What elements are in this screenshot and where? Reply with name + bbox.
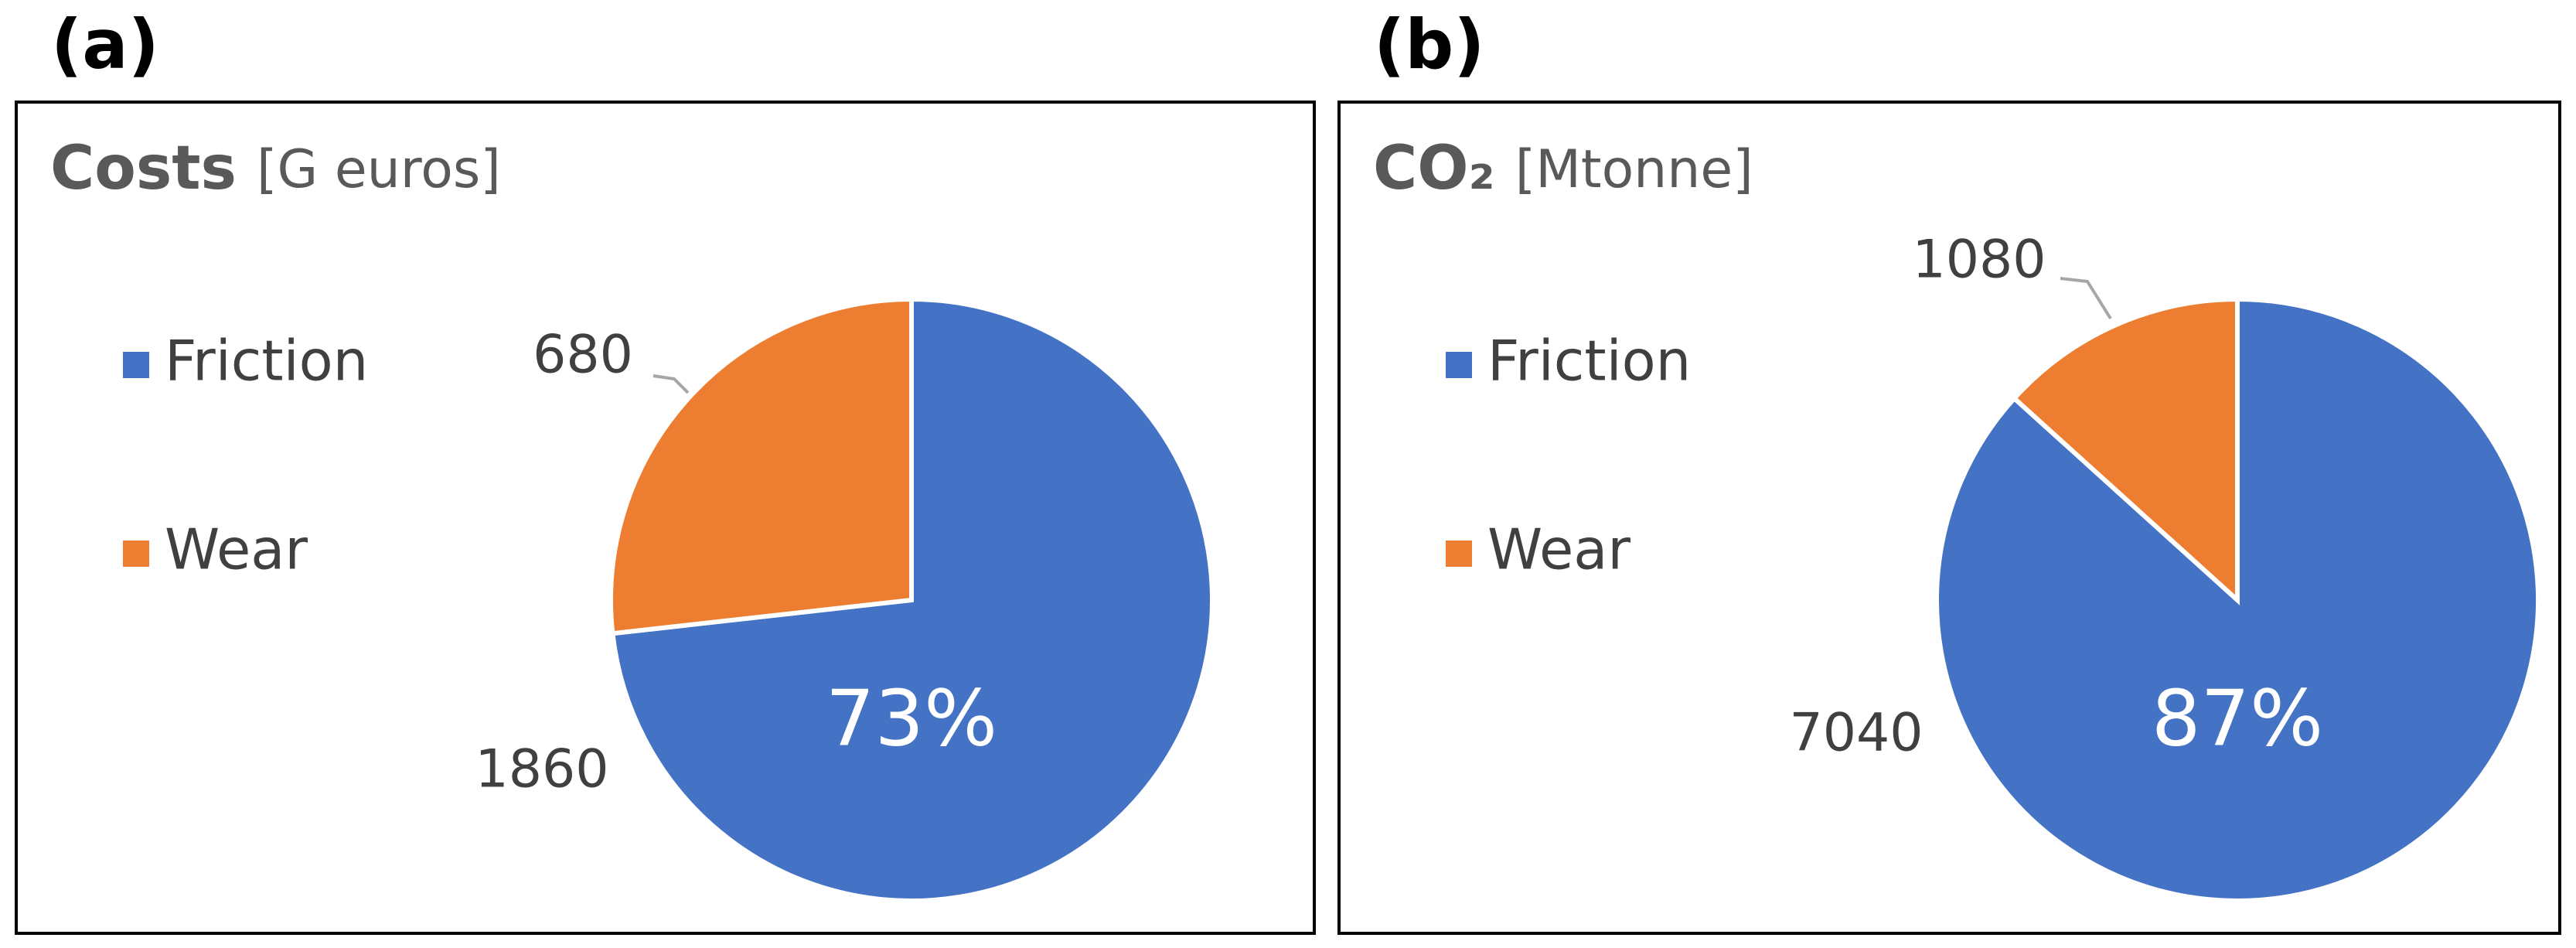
data-label: 1860	[475, 739, 608, 800]
panel-frame	[15, 101, 1316, 935]
legend-swatch	[123, 540, 149, 567]
legend-swatch	[123, 352, 149, 378]
data-label: 7040	[1789, 703, 1923, 764]
title-unit: [G euros]	[257, 139, 501, 200]
legend-label: Friction	[165, 329, 368, 394]
title-main: CO₂	[1373, 134, 1495, 203]
pie-slice	[608, 296, 914, 636]
legend-label: Wear	[165, 517, 308, 582]
panel-frame	[1337, 101, 2561, 935]
title-unit: [Mtonne]	[1515, 139, 1753, 200]
percent-label: 73%	[826, 673, 997, 763]
data-label: 680	[533, 325, 633, 386]
title-main: Costs	[50, 134, 237, 203]
pie-slice	[2011, 296, 2240, 605]
chart-title: CO₂ [Mtonne]	[1373, 134, 1753, 203]
panel-label: (b)	[1374, 5, 1484, 84]
percent-label: 87%	[2152, 673, 2323, 763]
data-label: 1080	[1912, 230, 2046, 291]
legend-label: Friction	[1487, 329, 1691, 394]
chart-title: Costs [G euros]	[50, 134, 501, 203]
leader-line	[653, 374, 690, 394]
legend-label: Wear	[1487, 517, 1630, 582]
panel-label: (a)	[51, 5, 159, 84]
leader-line	[2060, 277, 2112, 320]
legend-swatch	[1446, 352, 1472, 378]
legend-swatch	[1446, 540, 1472, 567]
